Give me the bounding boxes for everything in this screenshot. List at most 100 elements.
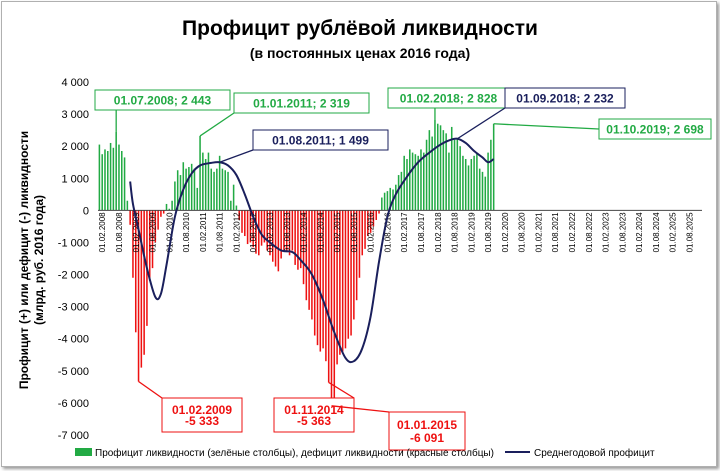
bar-positive	[481, 171, 484, 211]
bar-positive	[456, 138, 459, 211]
y-axis: 4 000 3 000 2 000 1 000 0 -1 000 -2 000 -3 000 -…	[58, 77, 89, 442]
x-axis: 01.02.2008 01.08.2008 01.02.2009 01.08.2009…	[98, 212, 694, 253]
bar-negative	[355, 210, 358, 301]
bar-positive	[126, 200, 129, 211]
bar-positive	[445, 133, 447, 211]
annotation-label: 01.01.2011; 2 319	[253, 97, 350, 111]
bar-negative	[358, 210, 361, 278]
y-tick-label: -5 000	[58, 366, 89, 378]
bar-negative	[140, 210, 143, 368]
x-tick-label: 01.08.2024	[652, 212, 661, 253]
chart-subtitle: (в постоянных ценах 2016 года)	[250, 45, 470, 61]
bar-negative	[347, 210, 350, 339]
y-tick-label: -3 000	[58, 302, 89, 314]
bar-negative	[308, 210, 310, 310]
bar-positive	[218, 155, 221, 211]
x-tick-label: 01.08.2020	[518, 212, 527, 253]
bar-positive	[118, 144, 120, 211]
bar-negative	[246, 210, 249, 245]
chart-title: Профицит рублёвой ликвидности	[182, 17, 538, 40]
x-tick-label: 01.02.2022	[568, 212, 577, 253]
bar-negative	[269, 210, 271, 256]
annotation-label: -5 363	[297, 414, 331, 428]
bar-negative	[277, 210, 280, 272]
bar-positive	[168, 208, 171, 211]
annotation-box	[388, 411, 466, 451]
legend: Профицит ликвидности (зелёные столбцы), …	[75, 447, 655, 459]
annotation-label: -5 333	[185, 414, 219, 428]
bar-negative	[378, 210, 380, 214]
y-tick-label: -2 000	[58, 270, 89, 282]
y-tick-label: 0	[83, 205, 89, 217]
legend-label-line: Среднегодовой профицит	[534, 447, 655, 459]
bar-positive	[439, 125, 442, 211]
bar-positive	[112, 147, 115, 211]
bar-positive	[101, 154, 103, 211]
bar-negative	[244, 210, 246, 237]
bar-positive	[397, 175, 400, 211]
bar-negative	[353, 210, 355, 320]
bar-positive	[492, 123, 495, 211]
bar-negative	[271, 210, 274, 262]
bar-negative	[322, 210, 324, 349]
bar-negative	[162, 210, 165, 214]
x-tick-label: 01.02.2024	[635, 212, 644, 253]
x-tick-label: 01.08.2009	[149, 212, 158, 253]
annotation-label: 01.09.2018; 2 232	[516, 92, 614, 106]
annotation-leader	[138, 380, 163, 399]
bar-negative	[313, 210, 316, 336]
bar-positive	[174, 181, 176, 211]
annotation-box	[252, 129, 389, 151]
bar-negative	[299, 210, 302, 269]
bar-positive	[473, 155, 475, 211]
annotation-box	[273, 397, 355, 433]
bar-positive	[450, 126, 453, 211]
bar-negative	[129, 210, 131, 225]
bar-positive	[104, 149, 106, 211]
x-tick-label: 01.02.2013	[266, 212, 275, 253]
bar-negative	[160, 210, 162, 217]
bar-series	[98, 119, 495, 406]
bar-positive	[165, 203, 168, 211]
bar-positive	[176, 170, 179, 211]
bar-negative	[297, 210, 299, 270]
bar-positive	[422, 152, 425, 211]
bar-positive	[400, 171, 403, 211]
bar-negative	[132, 210, 134, 278]
bar-negative	[294, 210, 296, 265]
bar-negative	[260, 210, 263, 246]
bar-positive	[436, 123, 439, 211]
bar-negative	[291, 210, 294, 251]
bar-positive	[484, 176, 487, 211]
x-tick-label: 01.08.2023	[618, 212, 627, 253]
bar-negative	[319, 210, 322, 352]
bar-negative	[325, 210, 327, 362]
bar-positive	[98, 144, 101, 211]
y-tick-label: 4 000	[61, 77, 89, 89]
bar-negative	[285, 210, 288, 253]
legend-label-bars: Профицит ликвидности (зелёные столбцы), …	[95, 447, 494, 459]
bar-negative	[274, 210, 277, 267]
bar-positive	[487, 152, 489, 211]
x-tick-label: 01.02.2011	[199, 212, 208, 252]
bar-negative	[367, 210, 369, 237]
annotation-box	[161, 397, 243, 433]
x-tick-label: 01.08.2013	[283, 212, 292, 253]
bar-positive	[115, 131, 117, 211]
bar-negative	[341, 210, 344, 352]
bar-positive	[227, 171, 229, 211]
annotation-label: 01.10.2019; 2 698	[606, 123, 704, 137]
bar-negative	[157, 210, 159, 230]
bar-positive	[476, 152, 478, 211]
bar-positive	[490, 139, 492, 211]
annotation-box	[233, 92, 370, 114]
x-tick-label: 01.02.2010	[165, 212, 174, 253]
bar-positive	[417, 155, 419, 211]
bar-positive	[448, 152, 450, 211]
x-tick-label: 01.08.2016	[383, 212, 392, 253]
bar-negative	[266, 210, 268, 251]
bar-positive	[428, 130, 431, 211]
bar-negative	[263, 210, 266, 243]
bar-negative	[258, 210, 260, 256]
y-tick-label: -6 000	[58, 398, 89, 410]
